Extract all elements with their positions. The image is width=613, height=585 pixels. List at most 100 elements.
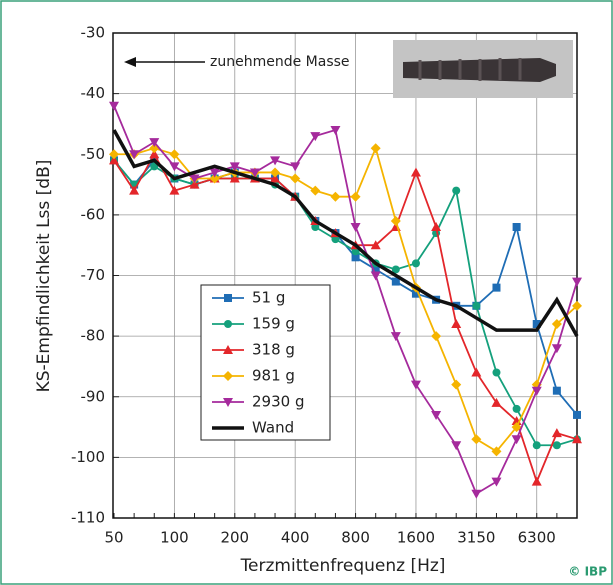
marker [431, 331, 442, 342]
marker [350, 191, 361, 202]
marker [370, 240, 381, 250]
marker [390, 332, 401, 342]
marker [149, 138, 160, 148]
marker [290, 162, 301, 172]
y-tick-label: -40 [81, 84, 106, 102]
marker [310, 185, 321, 196]
marker [270, 173, 281, 183]
marker [431, 222, 442, 231]
marker [552, 441, 561, 450]
marker [109, 149, 119, 160]
marker [532, 320, 541, 328]
marker [109, 101, 119, 111]
marker [431, 410, 442, 420]
marker [492, 368, 501, 377]
marker [229, 162, 240, 172]
y-tick-label: -50 [81, 145, 106, 163]
marker [411, 259, 420, 268]
marker [410, 167, 421, 177]
x-tick-label: 200 [220, 529, 249, 547]
marker [290, 173, 301, 184]
marker [472, 301, 481, 310]
x-tick-label: 100 [160, 529, 189, 547]
marker [223, 371, 233, 381]
x-tick-label: 400 [281, 529, 310, 547]
marker [351, 253, 360, 262]
y-tick-label: -80 [81, 327, 106, 345]
marker [350, 223, 361, 232]
y-tick-label: -100 [71, 448, 105, 466]
marker [189, 179, 200, 189]
marker [311, 223, 320, 231]
marker [511, 435, 522, 445]
marker [224, 320, 232, 328]
marker [391, 277, 400, 286]
x-tick-label: 800 [341, 529, 370, 547]
arrow-head [124, 57, 136, 67]
y-axis-label: KS-Empfindlichkeit Lss [dB] [34, 160, 54, 393]
marker [551, 428, 562, 438]
plot-frame [112, 32, 578, 519]
x-tick-label: 6300 [518, 529, 556, 547]
marker [491, 446, 502, 457]
marker [572, 434, 582, 444]
y-tick-label: -30 [81, 24, 106, 42]
marker [169, 162, 180, 172]
marker [572, 300, 582, 311]
marker [492, 283, 501, 292]
x-axis-label: Terzmittenfrequenz [Hz] [240, 556, 446, 576]
marker [270, 167, 281, 178]
marker [551, 319, 562, 329]
marker [129, 185, 140, 195]
marker [471, 489, 482, 499]
marker [223, 345, 233, 354]
y-tick-label: -90 [81, 387, 106, 405]
marker [552, 386, 561, 395]
marker [310, 132, 321, 142]
series-line [112, 129, 579, 337]
marker [572, 277, 582, 287]
marker [390, 215, 401, 226]
legend [200, 284, 331, 441]
legend-label: 51 g [252, 289, 285, 307]
legend-label: 2930 g [252, 393, 304, 411]
marker [512, 404, 521, 413]
marker [410, 380, 421, 390]
marker [223, 398, 233, 407]
legend-label: Wand [252, 419, 294, 437]
x-tick-label: 50 [104, 529, 123, 547]
marker [169, 185, 180, 195]
marker [370, 143, 381, 154]
x-tick-label: 1600 [397, 529, 435, 547]
y-tick-label: -110 [71, 509, 105, 527]
marker [531, 386, 542, 396]
marker [573, 410, 581, 419]
marker [129, 150, 140, 160]
marker [451, 441, 462, 451]
marker [330, 191, 341, 202]
marker [471, 434, 482, 445]
marker [370, 271, 381, 281]
marker [224, 294, 232, 302]
marker [531, 476, 542, 486]
legend-label: 318 g [252, 341, 295, 359]
dowel-ribs [418, 58, 522, 81]
marker [331, 235, 340, 244]
marker [330, 126, 341, 135]
marker [249, 168, 260, 178]
x-tick-label: 3150 [457, 529, 495, 547]
marker [512, 223, 521, 231]
marker [452, 186, 461, 195]
y-tick-label: -60 [81, 205, 106, 223]
annotation: zunehmende Masse [210, 54, 350, 70]
y-tick-label: -70 [81, 266, 106, 284]
marker [411, 289, 420, 298]
marker [511, 422, 522, 433]
marker [189, 174, 200, 184]
credit: © IBP [568, 565, 607, 579]
marker [229, 173, 240, 183]
marker [471, 367, 482, 377]
legend-label: 159 g [252, 315, 295, 333]
marker [109, 155, 119, 165]
